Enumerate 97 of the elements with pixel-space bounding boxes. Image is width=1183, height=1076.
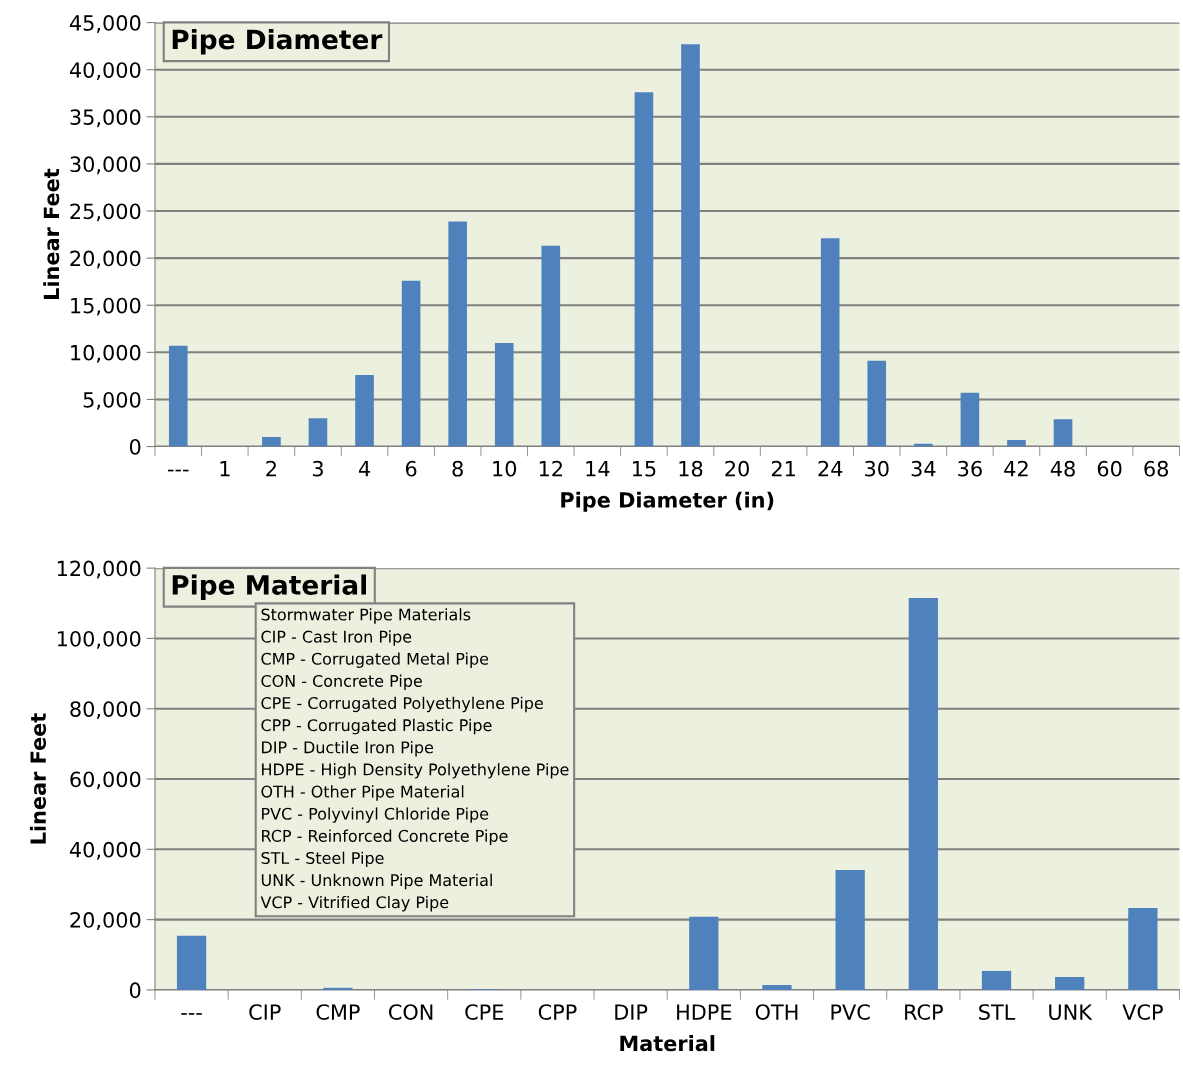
x-axis-title: Pipe Diameter (in)	[561, 491, 774, 512]
y-tick-label: 45,000	[69, 15, 141, 33]
bar	[835, 870, 865, 990]
x-tick-label: CON	[388, 1004, 433, 1020]
x-tick-label: DIP	[615, 1004, 648, 1020]
annotation: PVC - Polyvinyl Chloride Pipe	[262, 807, 489, 823]
y-tick-label: 20,000	[70, 250, 141, 269]
x-tick-label: 8	[452, 460, 463, 477]
annotation: CON - Concrete Pipe	[261, 674, 422, 691]
y-tick-label: 40,000	[69, 841, 141, 860]
bar	[308, 418, 328, 447]
y-tick-label: 120,000	[57, 560, 141, 579]
annotation: DIP - Ductile Iron Pipe	[262, 741, 434, 757]
x-tick-label: HDPE	[677, 1004, 732, 1020]
bar	[176, 935, 207, 990]
annotation: VCP - Vitrified Clay Pipe	[260, 895, 449, 912]
bar	[262, 437, 281, 447]
y-tick-label: 35,000	[70, 109, 141, 128]
x-tick-label: ---	[181, 1013, 202, 1015]
annotation: Stormwater Pipe Materials	[261, 608, 471, 624]
x-tick-label: VCP	[1122, 1004, 1163, 1020]
bar	[960, 392, 980, 447]
annotation: UNK - Unknown Pipe Material	[261, 873, 492, 890]
y-tick-label: 20,000	[70, 912, 141, 930]
x-tick-label: ---	[168, 469, 189, 472]
y-tick-label: 10,000	[71, 344, 141, 363]
x-tick-label: 36	[958, 460, 982, 477]
x-tick-label: CIP	[249, 1004, 281, 1020]
y-tick-label: 25,000	[70, 203, 141, 222]
annotation: STL - Steel Pipe	[261, 851, 384, 868]
x-tick-label: 60	[1097, 460, 1122, 477]
bar	[689, 916, 719, 990]
x-tick-label: 24	[818, 460, 843, 477]
x-tick-label: 68	[1144, 460, 1168, 477]
chart-title: Pipe Diameter	[172, 28, 383, 55]
bar	[634, 92, 654, 447]
x-tick-label: STL	[979, 1004, 1016, 1020]
y-tick-label: 100,000	[57, 630, 141, 649]
chart-title: Pipe Material	[172, 574, 366, 600]
x-tick-label: 34	[911, 460, 936, 477]
x-tick-label: 14	[586, 461, 610, 477]
bar	[1007, 439, 1026, 447]
annotation: CPE - Corrugated Polyethylene Pipe	[261, 696, 543, 713]
x-tick-label: 15	[632, 461, 656, 477]
x-tick-label: CPE	[465, 1004, 504, 1020]
x-tick-label: RCP	[905, 1004, 943, 1020]
annotation: CMP - Corrugated Metal Pipe	[261, 652, 489, 668]
x-tick-label: CMP	[316, 1004, 360, 1020]
x-tick-label: 30	[865, 460, 889, 477]
y-axis-title: Linear Feet	[29, 713, 47, 844]
y-tick-label: 30,000	[70, 156, 141, 175]
bar	[908, 598, 938, 990]
x-tick-label: UNK	[1049, 1004, 1093, 1020]
bar	[1055, 976, 1085, 990]
x-tick-label: PVC	[831, 1004, 870, 1020]
x-tick-label: 4	[358, 461, 370, 477]
bar	[168, 345, 188, 447]
y-tick-label: 0	[129, 982, 141, 999]
bar	[681, 44, 700, 447]
bar	[401, 280, 421, 447]
bar	[494, 342, 514, 447]
x-tick-label: 2	[266, 460, 276, 477]
annotation: RCP - Reinforced Concrete Pipe	[262, 829, 508, 845]
bar	[1128, 908, 1158, 990]
x-tick-label: 12	[539, 460, 562, 477]
x-tick-label: 42	[1004, 460, 1028, 477]
y-tick-label: 40,000	[69, 62, 141, 81]
bar	[323, 987, 353, 990]
y-tick-label: 15,000	[71, 297, 141, 316]
bar	[541, 245, 561, 447]
x-tick-label: 18	[679, 460, 703, 477]
bar	[762, 985, 792, 990]
x-tick-label: 21	[771, 460, 795, 477]
y-tick-label: 60,000	[70, 771, 141, 790]
x-tick-label: 20	[725, 460, 749, 477]
annotation: CPP - Corrugated Plastic Pipe	[261, 718, 492, 735]
x-tick-label: 10	[493, 460, 517, 477]
annotation: HDPE - High Density Polyethylene Pipe	[262, 763, 569, 779]
x-axis-title: Material	[620, 1035, 715, 1052]
bar	[1053, 419, 1073, 447]
bar	[355, 374, 374, 447]
x-tick-label: CPP	[538, 1004, 577, 1020]
x-tick-label: 3	[312, 460, 323, 477]
x-tick-label: 1	[220, 461, 230, 477]
bar	[981, 970, 1012, 990]
y-tick-label: 5,000	[83, 391, 141, 410]
x-tick-label: OTH	[755, 1004, 798, 1020]
bar	[448, 221, 467, 447]
y-tick-label: 0	[129, 438, 141, 455]
annotation: OTH - Other Pipe Material	[261, 785, 464, 801]
bar	[867, 360, 887, 447]
y-tick-label: 80,000	[70, 701, 141, 720]
bar	[820, 238, 840, 447]
x-tick-label: 6	[405, 460, 417, 477]
y-axis-title: Linear Feet	[43, 168, 60, 299]
x-tick-label: 48	[1050, 460, 1075, 477]
annotation: CIP - Cast Iron Pipe	[261, 630, 412, 646]
